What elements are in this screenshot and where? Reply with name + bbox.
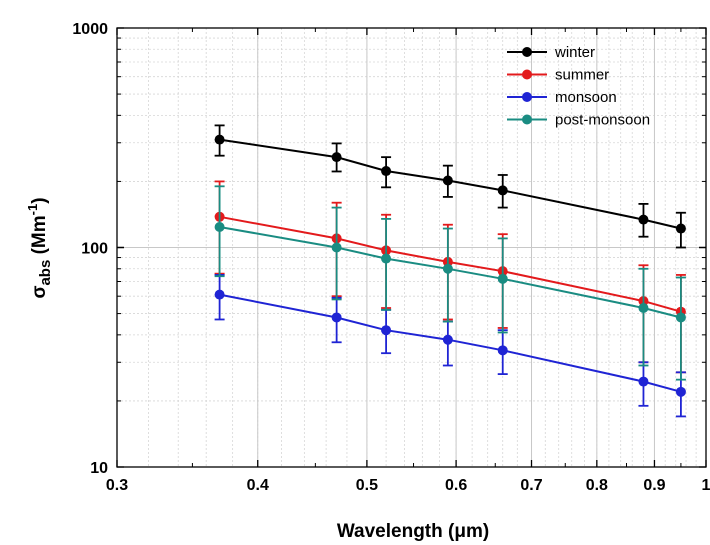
y-axis-title-close: ): [29, 197, 50, 203]
legend-marker: [522, 92, 532, 102]
y-tick-label: 1000: [72, 21, 108, 38]
x-tick-label: 0.6: [445, 477, 467, 494]
data-point: [497, 185, 508, 196]
y-tick-label: 10: [90, 460, 108, 477]
x-tick-label: 0.4: [247, 477, 269, 494]
data-point: [638, 214, 649, 225]
data-point: [331, 242, 342, 253]
legend-marker: [522, 47, 532, 57]
data-point: [442, 175, 453, 186]
y-axis-title-sub: abs: [37, 260, 54, 286]
data-point: [331, 152, 342, 163]
legend-label: post-monsoon: [555, 112, 650, 129]
legend-marker: [522, 69, 532, 80]
x-tick-label: 0.3: [106, 477, 128, 494]
data-point: [214, 289, 225, 300]
data-point: [381, 325, 392, 336]
data-point: [497, 345, 508, 356]
data-point: [675, 386, 686, 397]
y-axis-title-unit: (Mm: [29, 215, 50, 259]
legend: winter summer monsoon post-monsoon: [507, 44, 650, 129]
series-post-monsoon: [214, 185, 686, 381]
x-tick-label: 0.9: [643, 477, 665, 494]
legend-label: summer: [555, 67, 609, 84]
x-axis-title: Wavelength (μm): [337, 521, 489, 542]
data-point: [214, 221, 225, 232]
legend-label: winter: [554, 44, 595, 61]
data-point: [381, 166, 392, 177]
legend-label: monsoon: [555, 89, 617, 106]
series-winter: [214, 124, 686, 249]
y-axis-title-main: σ: [29, 286, 50, 299]
grid: [117, 28, 706, 468]
data-point: [381, 253, 392, 264]
data-point: [638, 376, 649, 387]
series-layer: [214, 124, 686, 418]
y-axis-title-sup: -1: [25, 204, 40, 216]
ticks: [116, 27, 707, 468]
data-point: [638, 303, 649, 314]
data-point: [675, 312, 686, 323]
data-point: [442, 334, 453, 345]
y-tick-label: 100: [81, 241, 108, 258]
data-point: [331, 312, 342, 323]
x-tick-label: 0.5: [356, 477, 378, 494]
data-point: [675, 223, 686, 234]
x-tick-label: 0.7: [520, 477, 542, 494]
data-point: [214, 134, 225, 145]
data-point: [497, 273, 508, 284]
tick-labels: 0.3 0.4 0.5 0.6 0.7 0.8 0.9 1 10 100 1000: [72, 21, 710, 494]
y-axis-title: σabs (Mm-1): [25, 197, 54, 298]
data-point: [442, 263, 453, 274]
legend-marker: [522, 114, 532, 125]
x-tick-label: 0.8: [586, 477, 608, 494]
x-tick-label: 1: [702, 477, 710, 494]
